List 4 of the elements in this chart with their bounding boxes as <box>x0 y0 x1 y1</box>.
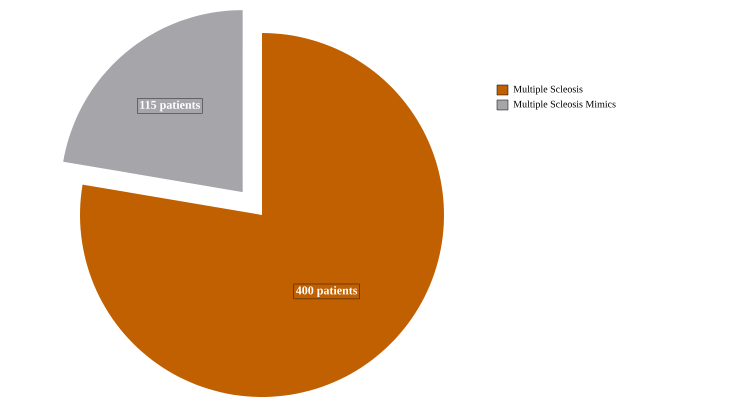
data-label: 400 patients <box>296 286 358 297</box>
legend-label: Multiple Scleosis <box>513 85 583 95</box>
legend-label: Multiple Scleosis Mimics <box>513 100 616 110</box>
data-label: 115 patients <box>140 100 200 112</box>
